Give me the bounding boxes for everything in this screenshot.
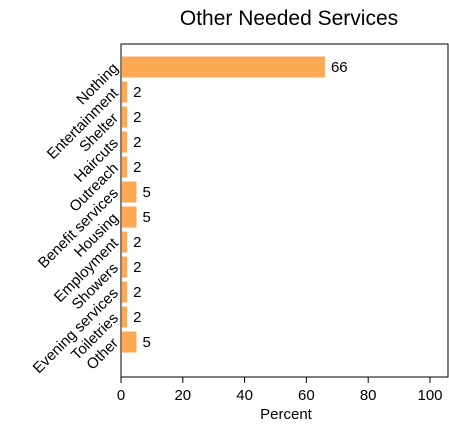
- category-labels: NothingEntertainmentShelterHaircutsOutre…: [30, 60, 123, 377]
- data-label: 2: [133, 84, 141, 101]
- plot-frame: [120, 43, 449, 378]
- bar: [122, 106, 128, 128]
- data-label: 2: [133, 309, 141, 326]
- bar: [122, 81, 128, 103]
- data-label: 2: [133, 284, 141, 301]
- data-label: 2: [133, 259, 141, 276]
- bar: [122, 306, 128, 328]
- x-tick-label: 80: [360, 387, 377, 404]
- x-axis-ticks: 0 20 40 60 80 100: [117, 377, 443, 404]
- x-tick-label: 60: [298, 387, 315, 404]
- chart-title: Other Needed Services: [180, 7, 398, 30]
- bar: [122, 56, 325, 78]
- data-label: 5: [142, 334, 150, 351]
- bar: [122, 156, 128, 178]
- data-label: 2: [133, 134, 141, 151]
- x-tick-label: 0: [117, 387, 125, 404]
- data-label: 66: [331, 59, 348, 76]
- bar: [122, 231, 128, 253]
- data-label: 2: [133, 234, 141, 251]
- data-label: 5: [142, 184, 150, 201]
- bar: [122, 281, 128, 303]
- data-label: 5: [142, 209, 150, 226]
- x-axis-label: Percent: [260, 406, 313, 423]
- x-tick-label: 100: [417, 387, 442, 404]
- bar: [122, 181, 137, 203]
- data-label: 2: [133, 109, 141, 126]
- bar: [122, 331, 137, 353]
- bar: [122, 256, 128, 278]
- bar: [122, 131, 128, 153]
- x-tick-label: 20: [174, 387, 191, 404]
- bar: [122, 206, 137, 228]
- bars: [122, 56, 325, 353]
- data-label: 2: [133, 159, 141, 176]
- x-tick-label: 40: [236, 387, 253, 404]
